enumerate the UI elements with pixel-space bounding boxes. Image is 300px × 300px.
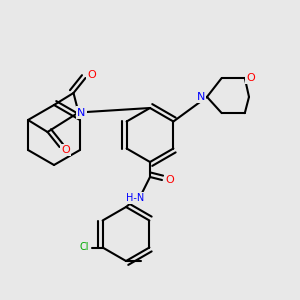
Text: Cl: Cl	[80, 242, 89, 253]
Text: N: N	[197, 92, 205, 102]
Text: O: O	[165, 175, 174, 185]
Text: O: O	[87, 70, 96, 80]
Text: H-N: H-N	[126, 193, 144, 203]
Text: O: O	[246, 73, 255, 83]
Text: O: O	[61, 145, 70, 155]
Text: N: N	[77, 107, 86, 118]
